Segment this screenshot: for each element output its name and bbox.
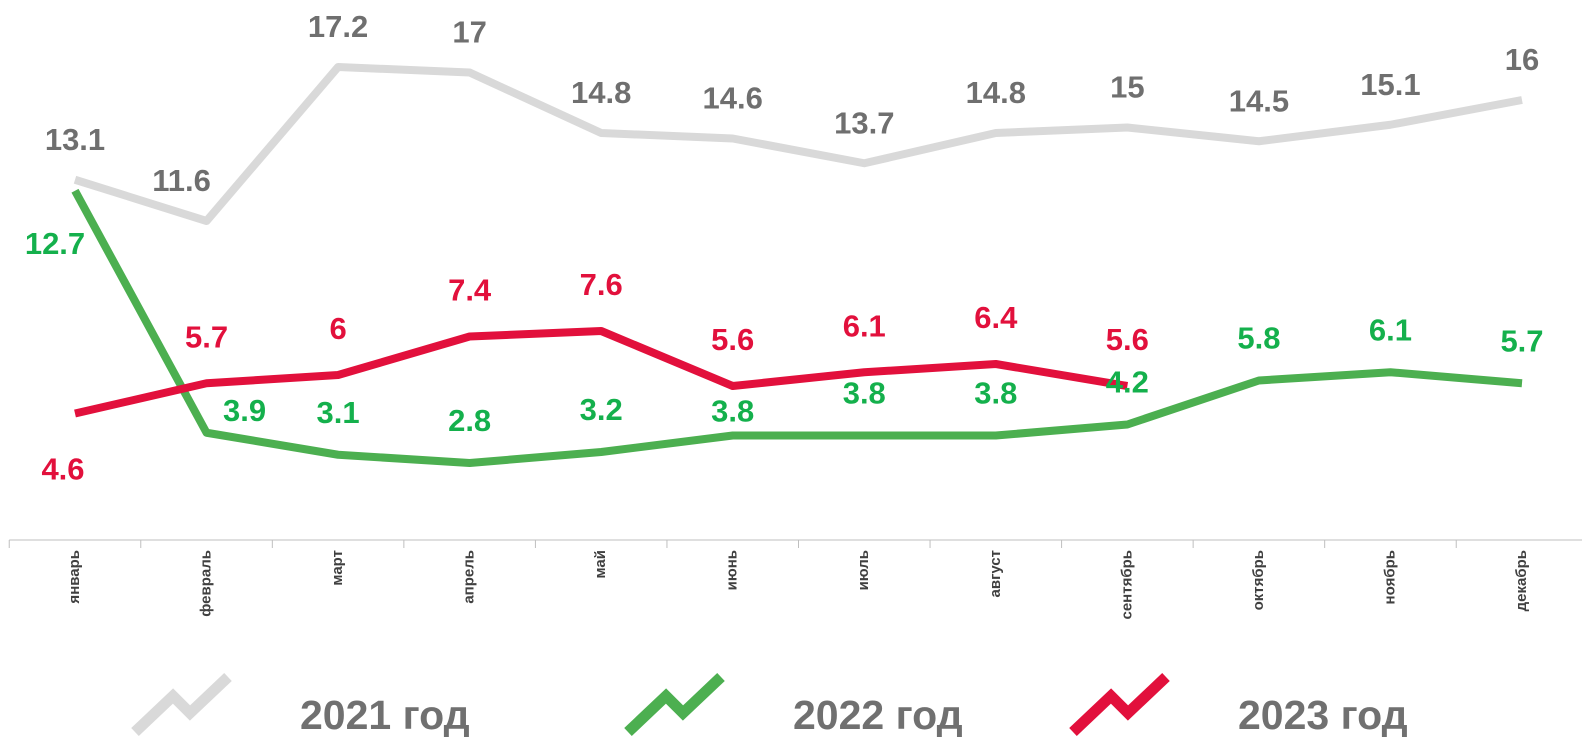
legend-icon — [131, 673, 232, 736]
series-line — [71, 188, 1523, 467]
data-label: 5.7 — [185, 319, 228, 354]
x-tick-label: апрель — [461, 550, 478, 604]
data-label: 5.8 — [1237, 321, 1280, 356]
data-label: 15.1 — [1360, 67, 1420, 102]
data-label: 5.6 — [1106, 322, 1149, 357]
data-label: 15 — [1110, 70, 1144, 105]
x-tick-label: декабрь — [1513, 550, 1530, 611]
legend-label: 2023 год — [1238, 692, 1408, 738]
legend-label: 2022 год — [793, 692, 963, 738]
x-tick-label: ноябрь — [1381, 550, 1398, 604]
data-label: 14.8 — [966, 75, 1026, 110]
x-tick-label: май — [592, 550, 609, 578]
data-label: 6.1 — [843, 308, 886, 343]
data-label: 4.2 — [1106, 365, 1149, 400]
data-label: 5.6 — [711, 322, 754, 357]
x-tick-label: январь — [66, 550, 83, 604]
x-tick-label: март — [329, 550, 346, 586]
data-label: 14.6 — [703, 81, 763, 116]
series-line — [74, 327, 1129, 418]
data-label: 4.6 — [41, 452, 84, 487]
x-tick-label: октябрь — [1250, 550, 1267, 610]
legend-label: 2021 год — [300, 692, 470, 738]
data-label: 17.2 — [308, 9, 368, 44]
data-label: 13.1 — [45, 122, 105, 157]
data-label: 13.7 — [834, 105, 894, 140]
data-label: 16 — [1505, 42, 1539, 77]
data-label: 14.5 — [1229, 83, 1289, 118]
data-label: 11.6 — [152, 163, 211, 198]
data-label: 3.2 — [580, 392, 623, 427]
series-line — [73, 63, 1523, 225]
data-label: 3.1 — [317, 395, 360, 430]
legend-icon — [1069, 673, 1170, 736]
x-tick-label: июль — [855, 550, 872, 590]
x-tick-label: июнь — [724, 550, 741, 590]
legend-icon — [624, 673, 725, 736]
data-label: 3.8 — [711, 394, 754, 429]
data-label: 5.7 — [1500, 323, 1543, 358]
data-label: 3.9 — [223, 393, 266, 428]
data-label: 17 — [452, 15, 486, 50]
x-tick-label: сентябрь — [1118, 550, 1135, 620]
data-label: 12.7 — [25, 226, 85, 261]
x-tick-label: февраль — [198, 550, 215, 617]
data-label: 6.1 — [1369, 312, 1412, 347]
data-label: 6.4 — [974, 300, 1018, 335]
data-label: 2.8 — [448, 403, 491, 438]
data-label: 7.4 — [448, 273, 492, 308]
data-label: 14.8 — [571, 75, 631, 110]
data-label: 3.8 — [974, 376, 1017, 411]
data-label: 7.6 — [580, 267, 623, 302]
data-label: 6 — [329, 311, 346, 346]
data-label: 3.8 — [843, 376, 886, 411]
x-tick-label: август — [987, 550, 1004, 597]
